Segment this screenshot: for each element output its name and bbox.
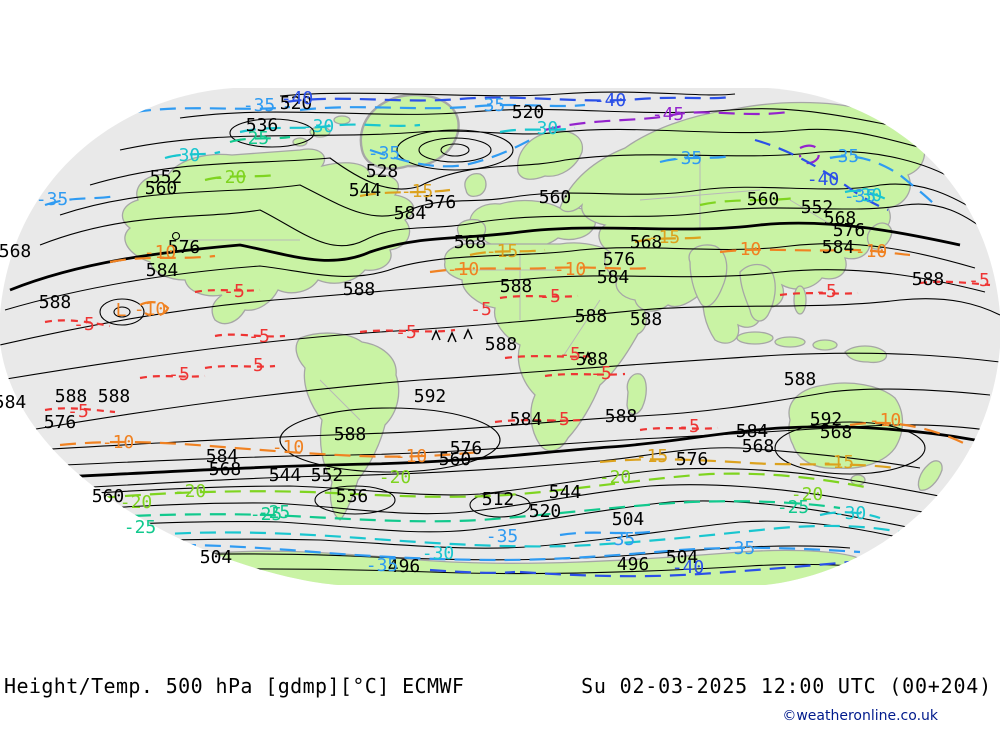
india bbox=[688, 244, 728, 308]
symbol-marks bbox=[431, 328, 593, 363]
copyright-text: ©weatheronline.co.uk bbox=[782, 708, 938, 724]
indochina bbox=[739, 263, 776, 322]
british-isles bbox=[464, 173, 487, 197]
greenland bbox=[359, 93, 460, 170]
south-america bbox=[295, 332, 400, 521]
map-canvas bbox=[0, 88, 1000, 585]
arctic-island bbox=[333, 115, 351, 125]
product-title: Height/Temp. 500 hPa [gdmp][°C] ECMWF bbox=[4, 674, 465, 698]
validity-datetime: Su 02-03-2025 12:00 UTC (00+204) bbox=[581, 674, 992, 698]
new-guinea bbox=[844, 345, 888, 364]
world-map: 520 520 536 552 560 528 544 576 584 560 560 552 568 5… bbox=[0, 88, 1000, 585]
temperature-contours bbox=[44, 95, 991, 578]
north-america bbox=[121, 148, 415, 325]
antarctica bbox=[149, 549, 867, 585]
new-zealand bbox=[917, 460, 943, 491]
height-contours-bold bbox=[0, 221, 976, 482]
madagascar bbox=[626, 373, 647, 415]
landmasses bbox=[121, 93, 943, 585]
java bbox=[774, 336, 806, 348]
caption-bar: Height/Temp. 500 hPa [gdmp][°C] ECMWF Su… bbox=[0, 674, 1000, 700]
sumatra bbox=[736, 331, 774, 345]
philippines bbox=[793, 285, 807, 315]
lesser-sunda bbox=[812, 339, 838, 351]
scandinavia bbox=[517, 130, 584, 180]
